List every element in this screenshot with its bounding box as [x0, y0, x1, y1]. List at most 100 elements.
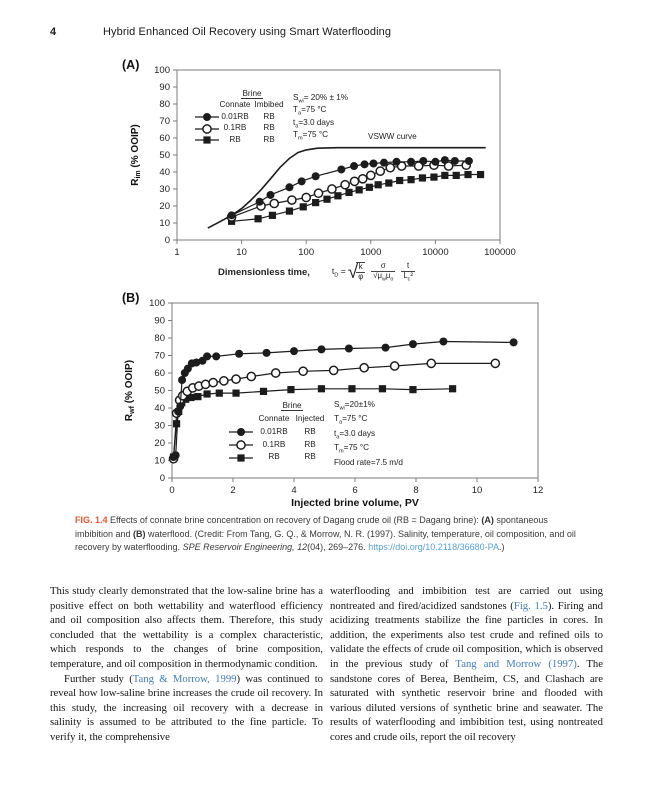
- legend-row-value: RB: [263, 111, 275, 121]
- chart-b-waterflood: 0 10 20 30 40 50 60 70 80 90 100 0 2 4 6 8 10 12 Rwf (% OO…: [124, 298, 544, 509]
- chart-annotation-line: ta=3.0 days: [293, 117, 335, 130]
- svg-text:Injected brine volume, PV: Injected brine volume, PV: [291, 497, 419, 509]
- text-segment: This study clearly demonstrated that the…: [50, 585, 323, 670]
- chart-a-annotations: Swi= 20% ± 1% Ta=75 °C ta=3.0 days Tm=75 °C: [293, 93, 348, 142]
- legend-row-symbol: [194, 123, 219, 134]
- legend-row-value: RB: [268, 452, 280, 462]
- reference-link[interactable]: Tang and Morrow (1997): [455, 657, 577, 670]
- svg-text:2: 2: [230, 485, 235, 496]
- svg-text:Rwf (% OOIP): Rwf (% OOIP): [124, 360, 136, 421]
- text-segment: Effects of connate brine concentration o…: [107, 515, 482, 525]
- chart-a-legend: Brine Connate Imbibed 0.01RB RB 0.1RB RB RB RB: [194, 88, 286, 146]
- legend-row-value: 0.01RB: [221, 111, 249, 121]
- svg-text:100000: 100000: [484, 247, 516, 258]
- x-axis-title-text: Dimensionless time,: [218, 266, 310, 278]
- text-segment: FIG. 1.4: [75, 515, 108, 525]
- svg-text:10000: 10000: [422, 247, 448, 258]
- chart-annotation-line: Ta=75 °C: [293, 105, 327, 117]
- svg-text:1000: 1000: [360, 247, 381, 258]
- chart-annotation-line: Swi=20±1%: [334, 400, 375, 412]
- text-segment: .): [498, 542, 505, 553]
- svg-text:60: 60: [154, 368, 165, 379]
- svg-text:20: 20: [154, 438, 165, 449]
- reference-link[interactable]: Tang & Morrow, 1999: [132, 672, 237, 685]
- chart-annotation-line: Flood rate=7.5 m/d: [334, 457, 403, 467]
- svg-text:Rim (% OOIP): Rim (% OOIP): [130, 124, 142, 186]
- svg-text:70: 70: [159, 116, 170, 127]
- svg-text:60: 60: [159, 133, 170, 144]
- chart-annotation-line: ta=3.0 days: [334, 428, 376, 441]
- legend-row-value: RB: [263, 135, 275, 145]
- svg-text:30: 30: [159, 184, 170, 195]
- text-segment: ) was continued to reveal how low-saline…: [50, 672, 324, 743]
- text-segment: ). Firing and acidizing treatments stabi…: [330, 599, 603, 670]
- svg-text:30: 30: [154, 421, 165, 432]
- svg-text:80: 80: [159, 99, 170, 110]
- formula-lhs: tD =: [331, 265, 346, 279]
- svg-text:70: 70: [154, 351, 165, 362]
- text-segment: waterflood. (Credit: From Tang, G. Q., &…: [75, 528, 576, 553]
- chart-annotation-line: Tm=75 °C: [293, 129, 329, 142]
- legend-column-header: Connate: [219, 100, 251, 110]
- vsww-curve-label: VSWW curve: [368, 132, 417, 141]
- svg-text:0: 0: [165, 235, 170, 246]
- legend-row-value: RB: [263, 123, 275, 133]
- page-number: 4: [50, 26, 57, 38]
- text-segment: Further study (: [64, 672, 133, 685]
- text-segment: . The sandstone cores of Berea, Bentheim…: [330, 657, 603, 743]
- legend-row-symbol: [226, 427, 256, 437]
- legend-row-symbol: [194, 112, 219, 122]
- svg-text:4: 4: [291, 485, 296, 496]
- open-circle-legend-symbol: [229, 439, 253, 450]
- body-column-left: This study clearly demonstrated that the…: [50, 584, 323, 745]
- svg-text:100: 100: [149, 298, 165, 309]
- svg-text:10: 10: [236, 247, 247, 258]
- svg-text:50: 50: [154, 386, 165, 397]
- svg-text:10: 10: [154, 456, 165, 467]
- svg-text:8: 8: [413, 485, 418, 496]
- text-segment: (B): [133, 528, 146, 539]
- text-segment: SPE Reservoir Engineering, 12: [182, 542, 308, 553]
- formula-fraction-2: σ √μwμo: [371, 261, 396, 283]
- svg-text:12: 12: [533, 485, 544, 496]
- legend-row-symbol: [194, 135, 219, 145]
- figure-caption: FIG. 1.4 Effects of connate brine concen…: [75, 514, 577, 555]
- panel-label-b: (B): [122, 291, 140, 305]
- chart-annotation-line: Ta=75 °C: [334, 414, 368, 427]
- svg-text:40: 40: [154, 403, 165, 414]
- text-segment: spontaneous imbibition and: [75, 515, 548, 539]
- legend-row-symbol: [226, 439, 256, 450]
- body-column-right: waterflooding and imbibition test are ca…: [330, 584, 603, 745]
- reference-link[interactable]: Fig. 1.5: [513, 599, 548, 612]
- body-paragraph: waterflooding and imbibition test are ca…: [330, 584, 603, 745]
- legend-row-value: 0.1RB: [262, 439, 286, 449]
- svg-text:40: 40: [159, 167, 170, 178]
- svg-text:80: 80: [154, 333, 165, 344]
- formula-fraction-3: t Lc²: [401, 261, 415, 283]
- svg-text:100: 100: [154, 65, 170, 76]
- legend-column-header: Injected: [295, 414, 325, 424]
- filled-square-legend-symbol: [229, 453, 253, 462]
- open-circle-legend-symbol: [195, 123, 219, 134]
- panel-label-a: (A): [122, 58, 140, 72]
- legend-row-value: RB: [304, 439, 316, 449]
- body-paragraph: Further study (Tang & Morrow, 1999) was …: [50, 672, 323, 745]
- filled-circle-legend-symbol: [229, 427, 253, 436]
- legend-header: Brine: [241, 88, 263, 99]
- chart-annotation-line: Swi= 20% ± 1%: [293, 93, 349, 105]
- doi-link[interactable]: https://doi.org/10.2118/36680-PA: [368, 542, 499, 553]
- legend-column-header: Imbibed: [254, 100, 284, 110]
- svg-text:0: 0: [160, 473, 165, 484]
- chart-annotation-line: Tm=75 °C: [334, 443, 370, 455]
- svg-text:1: 1: [174, 247, 179, 258]
- svg-text:0: 0: [169, 485, 174, 496]
- chart-b-annotations: Swi=20±1% Ta=75 °C ta=3.0 days Tm=75 °C Floo…: [334, 400, 403, 472]
- body-paragraph: This study clearly demonstrated that the…: [50, 584, 323, 672]
- svg-text:100: 100: [298, 247, 314, 258]
- svg-text:6: 6: [352, 485, 357, 496]
- legend-row-value: 0.1RB: [223, 123, 247, 133]
- filled-circle-legend-symbol: [195, 112, 219, 121]
